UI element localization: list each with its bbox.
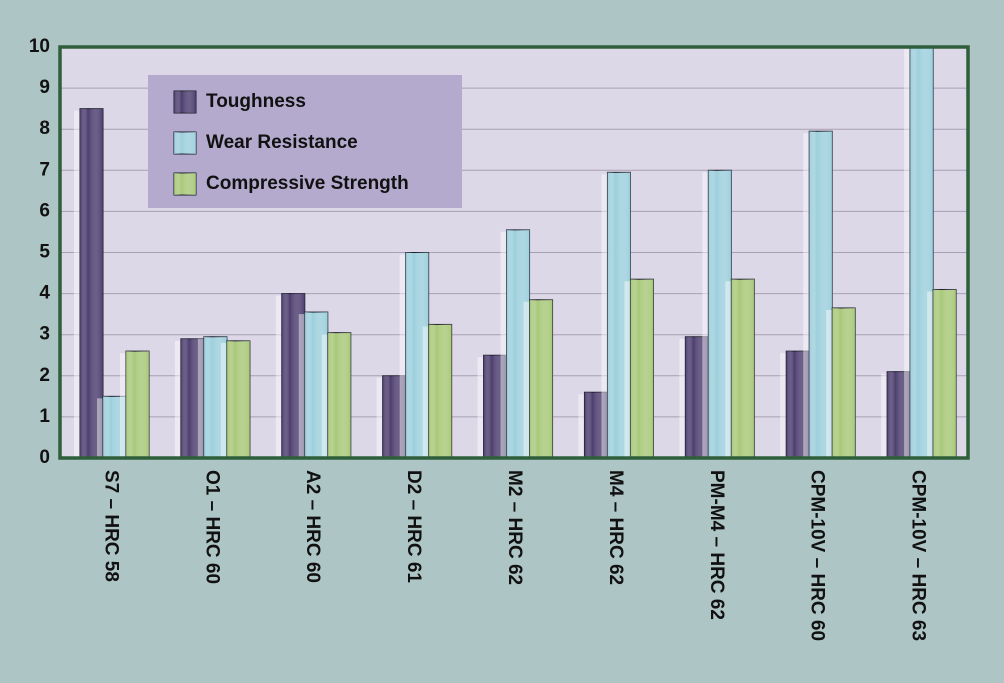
bar-shadow <box>803 133 810 458</box>
bar-shine <box>405 252 429 458</box>
x-tick-label: CPM-10V – HRC 60 <box>807 470 828 641</box>
legend-swatch-shine <box>174 132 196 154</box>
y-tick-label: 3 <box>39 324 50 345</box>
bar-shine <box>203 336 227 458</box>
bar-shadow <box>174 340 181 458</box>
y-tick-label: 0 <box>39 447 50 468</box>
bar-shine <box>428 324 452 458</box>
bar-shine <box>382 375 406 458</box>
bar-shine <box>281 293 305 458</box>
bar-shine <box>304 312 328 458</box>
x-tick-label: D2 – HRC 61 <box>403 470 424 583</box>
legend-box <box>148 75 462 208</box>
bar-shine <box>708 170 732 459</box>
bar-shine <box>483 355 507 458</box>
bar-shadow <box>780 353 787 458</box>
y-tick-label: 5 <box>39 242 50 263</box>
bar-shadow <box>578 394 585 458</box>
bar-shine <box>832 307 856 458</box>
bar-shine <box>731 279 755 458</box>
bar-shadow <box>97 398 103 458</box>
x-tick-label: S7 – HRC 58 <box>100 470 121 582</box>
x-tick-label: M2 – HRC 62 <box>504 470 525 585</box>
legend-swatch-shine <box>174 91 196 113</box>
x-tick-label: CPM-10V – HRC 63 <box>908 470 929 641</box>
bar-shine <box>126 351 149 458</box>
bar-shadow <box>601 174 608 459</box>
bar-shine <box>607 172 631 459</box>
bar-shine <box>506 229 530 458</box>
y-tick-label: 10 <box>29 36 50 57</box>
bar-shine <box>685 336 709 458</box>
bar-shadow <box>422 326 429 458</box>
bar-shadow <box>399 254 406 458</box>
bar-shine <box>910 47 934 458</box>
bar-shadow <box>298 314 305 458</box>
x-tick-label: M4 – HRC 62 <box>605 470 626 585</box>
bar-shadow <box>881 373 888 458</box>
bar-shadow <box>624 281 631 458</box>
legend-label: Toughness <box>206 91 306 112</box>
bar-shadow <box>275 295 282 458</box>
y-tick-label: 6 <box>39 200 50 221</box>
x-tick-label: O1 – HRC 60 <box>201 470 222 584</box>
bar-shadow <box>679 338 686 458</box>
bar-shadow <box>477 357 484 458</box>
bar-shadow <box>376 377 383 458</box>
bar-shadow <box>321 334 328 458</box>
bar-shadow <box>500 231 507 458</box>
bar-shadow <box>120 353 126 458</box>
legend-label: Compressive Strength <box>206 173 409 194</box>
bar-shadow <box>826 309 833 458</box>
bar-shine <box>933 289 957 458</box>
bar-shine <box>226 340 250 458</box>
y-tick-label: 7 <box>39 159 50 180</box>
bar-shine <box>80 108 103 459</box>
bar-shadow <box>904 49 911 458</box>
bar-shine <box>786 351 810 458</box>
bar-shine <box>180 338 204 458</box>
bar-shine <box>327 332 351 458</box>
plot-border <box>58 45 970 460</box>
bar-shadow <box>197 338 204 458</box>
bar-shadow <box>702 172 709 459</box>
bar-shadow <box>74 110 80 459</box>
y-tick-label: 9 <box>39 77 50 98</box>
y-tick-label: 8 <box>39 118 50 139</box>
x-tick-label: A2 – HRC 60 <box>302 470 323 583</box>
legend-label: Wear Resistance <box>206 132 358 153</box>
bar-shine <box>887 371 911 458</box>
bar-shine <box>630 279 654 458</box>
y-tick-label: 1 <box>39 406 50 427</box>
bar-shine <box>529 299 553 458</box>
legend-swatch-shine <box>174 173 196 195</box>
bar-shine <box>103 396 126 458</box>
bar-shadow <box>220 342 227 458</box>
bar-shine <box>584 392 608 458</box>
bar-shadow <box>523 301 530 458</box>
bar-shadow <box>927 291 934 458</box>
y-tick-label: 4 <box>39 283 50 304</box>
bar-shadow <box>725 281 732 458</box>
x-tick-label: PM-M4 – HRC 62 <box>706 470 727 620</box>
bar-shine <box>809 131 833 458</box>
y-tick-label: 2 <box>39 365 50 386</box>
